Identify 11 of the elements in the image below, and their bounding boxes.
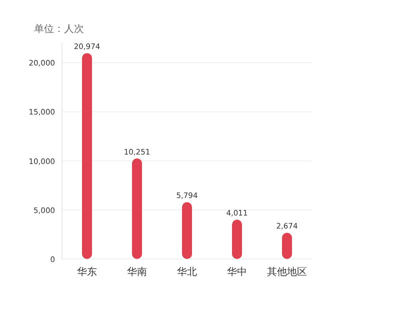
bar	[182, 202, 192, 259]
x-tick-label: 华北	[177, 266, 197, 278]
bar	[82, 53, 92, 259]
x-tick-label: 华东	[77, 266, 97, 278]
bar	[132, 158, 142, 259]
x-tick-label: 其他地区	[267, 266, 307, 278]
bar	[282, 232, 292, 259]
y-axis-title: 单位：人次	[34, 23, 84, 35]
bar	[232, 220, 242, 259]
x-tick-label: 华南	[127, 266, 147, 278]
x-tick-label: 华中	[227, 266, 247, 278]
